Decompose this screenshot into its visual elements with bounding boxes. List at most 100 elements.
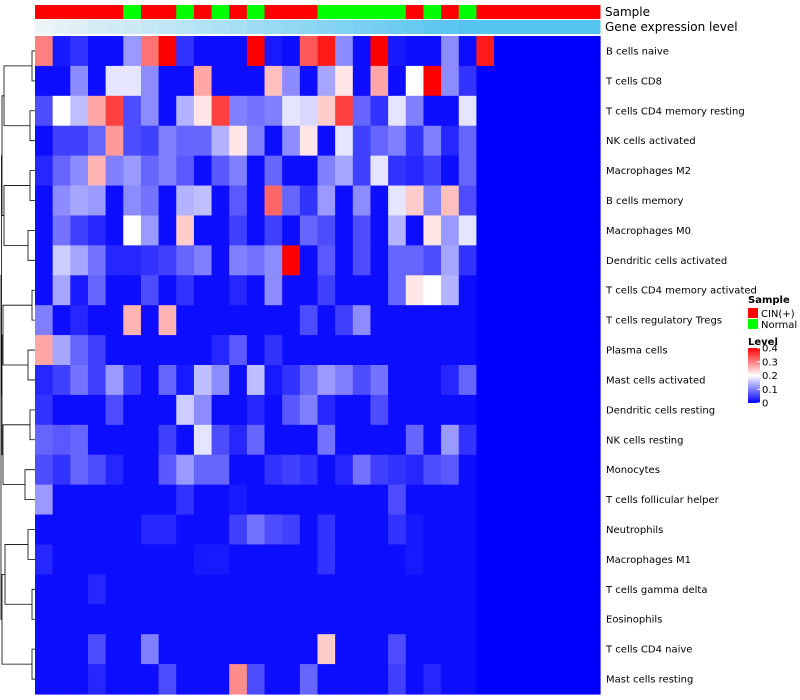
heatmap-cell — [494, 514, 513, 546]
heatmap-cell — [299, 125, 319, 157]
heatmap-cell — [299, 454, 319, 486]
heatmap-cell — [299, 574, 319, 605]
heatmap-cell — [123, 394, 142, 426]
heatmap-cell — [405, 634, 425, 665]
heatmap-cell — [176, 275, 195, 306]
row-label: Macrophages M0 — [606, 226, 691, 237]
heatmap-cell — [529, 454, 548, 486]
row-label: Macrophages M1 — [606, 555, 691, 566]
heatmap-cell — [352, 394, 372, 426]
heatmap-cell — [352, 36, 372, 67]
heatmap-cell — [335, 36, 354, 67]
heatmap-cell — [582, 664, 601, 695]
heatmap-cell — [494, 365, 513, 396]
heatmap-cell — [388, 245, 407, 276]
heatmap-cell — [441, 394, 460, 426]
heatmap-cell — [229, 335, 248, 366]
heatmap-cell — [246, 335, 266, 366]
heatmap-cell — [52, 125, 71, 157]
heatmap-cell — [87, 185, 107, 217]
heatmap-cell — [511, 185, 530, 217]
heatmap-cell — [140, 125, 160, 157]
heatmap-cell — [264, 215, 283, 246]
heatmap-cell — [335, 65, 354, 97]
heatmap-cell — [35, 544, 54, 575]
heatmap-cell — [582, 36, 601, 67]
heatmap-cell — [317, 65, 336, 97]
heatmap-cell — [87, 544, 107, 575]
heatmap-cell — [564, 484, 583, 516]
heatmap-cell — [335, 335, 354, 366]
heatmap-cell — [582, 155, 601, 187]
heatmap-cell — [140, 155, 160, 187]
heatmap-cell — [423, 95, 442, 127]
heatmap-cell — [529, 245, 548, 276]
heatmap-cell — [317, 215, 336, 246]
heatmap-cell — [547, 604, 566, 635]
heatmap-cell — [511, 574, 530, 605]
heatmap-cell — [140, 394, 160, 426]
heatmap-cell — [388, 664, 407, 695]
heatmap-cell — [511, 664, 530, 695]
heatmap-cell — [282, 125, 301, 157]
gene-expression-annotation-cell — [352, 20, 371, 34]
heatmap-cell — [458, 604, 478, 635]
heatmap-cell — [564, 634, 583, 665]
heatmap-cell — [547, 36, 566, 67]
heatmap-cell — [158, 634, 177, 665]
heatmap-cell — [547, 664, 566, 695]
heatmap-cell — [352, 664, 372, 695]
heatmap-cell — [405, 394, 425, 426]
gene-expression-annotation-cell — [87, 20, 107, 34]
heatmap-cell — [105, 275, 124, 306]
heatmap-cell — [158, 394, 177, 426]
heatmap-cell — [140, 245, 160, 276]
sample-annotation-cell — [282, 5, 301, 19]
heatmap-cell — [476, 484, 495, 516]
heatmap-cell — [87, 65, 107, 97]
heatmap-cell — [564, 604, 583, 635]
heatmap-cell — [582, 305, 601, 336]
heatmap-cell — [458, 125, 478, 157]
heatmap-cell — [352, 275, 372, 306]
heatmap-cell — [52, 95, 71, 127]
heatmap-cell — [299, 155, 319, 187]
legend-sample-title: Sample — [748, 295, 790, 306]
heatmap-cell — [193, 514, 213, 546]
heatmap-cell — [70, 36, 89, 67]
heatmap-cell — [140, 95, 160, 127]
heatmap-cell — [158, 65, 177, 97]
heatmap-cell — [105, 634, 124, 665]
heatmap-cell — [35, 245, 54, 276]
heatmap-cell — [441, 484, 460, 516]
heatmap-cell — [547, 245, 566, 276]
heatmap-cell — [476, 155, 495, 187]
heatmap-cell — [105, 514, 124, 546]
heatmap-cell — [476, 544, 495, 575]
heatmap-cell — [70, 305, 89, 336]
heatmap-cell — [441, 95, 460, 127]
heatmap-cell — [123, 544, 142, 575]
heatmap-cell — [158, 365, 177, 396]
heatmap-cell — [211, 574, 230, 605]
heatmap-cell — [264, 574, 283, 605]
heatmap-cell — [441, 634, 460, 665]
heatmap-cell — [87, 454, 107, 486]
heatmap-cell — [317, 305, 336, 336]
heatmap-cell — [352, 185, 372, 217]
heatmap-cell — [105, 394, 124, 426]
row-label: T cells regulatory Tregs — [605, 316, 722, 327]
heatmap-cell — [441, 125, 460, 157]
heatmap-cell — [70, 275, 89, 306]
heatmap-cell — [405, 365, 425, 396]
sample-annotation-cell — [335, 5, 354, 19]
heatmap-cell — [564, 185, 583, 217]
heatmap-cell — [317, 664, 336, 695]
heatmap-cell — [264, 514, 283, 546]
gene-expression-annotation-cell — [317, 20, 336, 34]
heatmap-cell — [405, 484, 425, 516]
heatmap-cell — [405, 95, 425, 127]
heatmap-cell — [511, 544, 530, 575]
row-label: T cells follicular helper — [605, 495, 720, 506]
heatmap-cell — [35, 634, 54, 665]
